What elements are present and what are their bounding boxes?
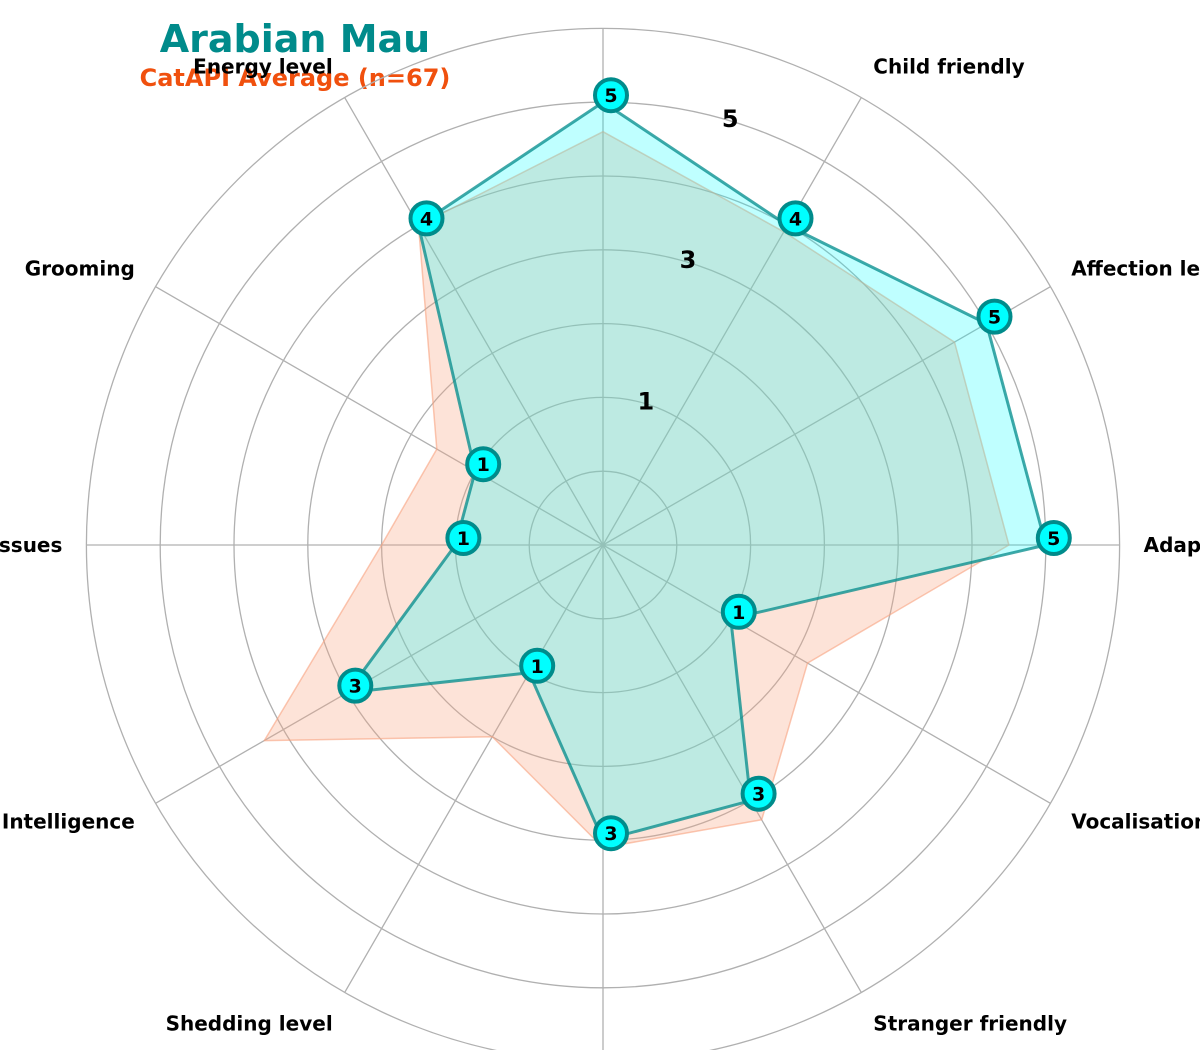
axis-label: Intelligence: [2, 809, 135, 833]
axis-label: Shedding level: [166, 1012, 333, 1036]
data-point-label: 4: [789, 208, 802, 230]
data-point-label: 3: [349, 676, 362, 698]
data-point-marker: [976, 298, 1013, 335]
spoke-line: [602, 286, 1051, 546]
spoke-line: [155, 544, 604, 804]
data-point-label: 5: [988, 307, 1001, 329]
data-point-label: 1: [457, 528, 470, 550]
data-point-label: 3: [604, 823, 617, 845]
spoke-line: [602, 544, 862, 993]
chart-subtitle: CatAPI Average (n=67): [139, 64, 451, 92]
data-point-marker: [408, 200, 445, 237]
ring-tick-label: 5: [722, 105, 739, 133]
axis-label: Adaptability: [1144, 533, 1200, 557]
data-point-label: 5: [1047, 528, 1060, 550]
data-point-marker: [593, 77, 629, 114]
axis-label: Energy level: [193, 54, 333, 78]
axis-label: Grooming: [25, 257, 135, 281]
data-point-marker: [1035, 520, 1072, 556]
spoke-line: [344, 544, 604, 993]
data-point-marker: [593, 815, 629, 852]
spoke-line: [602, 544, 1051, 804]
data-point-marker: [445, 520, 482, 556]
data-point-label: 3: [752, 784, 765, 806]
ring-tick-label: 3: [680, 246, 697, 274]
data-point-marker: [720, 593, 757, 630]
data-point-label: 1: [531, 656, 544, 678]
axis-label: Affection level: [1071, 257, 1200, 281]
spoke-line: [155, 286, 604, 546]
spoke-line: [602, 97, 862, 546]
axis-label: Child friendly: [873, 54, 1024, 78]
data-point-marker: [777, 200, 814, 237]
axis-label: Stranger friendly: [873, 1012, 1067, 1036]
data-point-label: 5: [604, 85, 617, 107]
spoke-line: [344, 97, 604, 546]
axis-label: Vocalisation: [1071, 809, 1200, 833]
axis-label: Health issues: [0, 533, 62, 557]
data-point-marker: [519, 647, 556, 684]
data-point-label: 4: [420, 208, 433, 230]
data-point-marker: [465, 446, 502, 483]
series-layer: [263, 100, 1048, 849]
data-point-label: 1: [732, 602, 745, 624]
ring-tick-label: 1: [637, 388, 654, 416]
data-point-label: 1: [477, 454, 490, 476]
chart-title: Arabian Mau: [159, 17, 431, 61]
point-layer: 5 4 5 5 1 3 3 1 3 1 1 4: [337, 77, 1072, 852]
data-point-marker: [740, 775, 777, 812]
data-point-marker: [337, 667, 374, 704]
